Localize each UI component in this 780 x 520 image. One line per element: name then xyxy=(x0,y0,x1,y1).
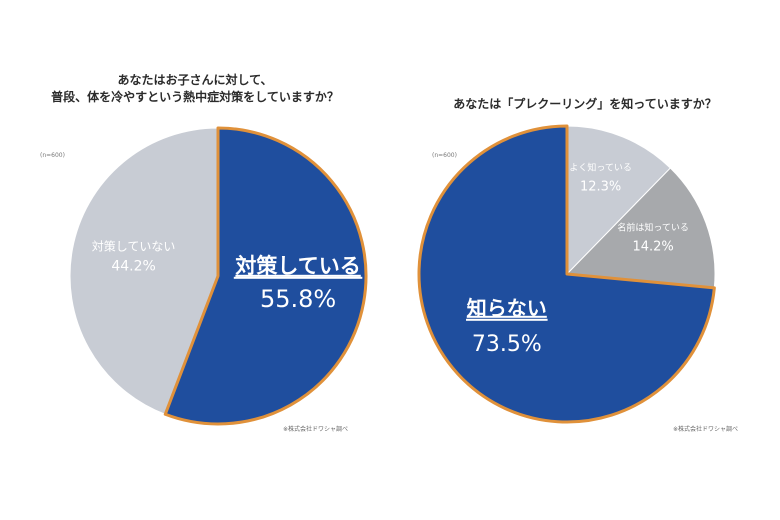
slice-label-1: 名前は知っている xyxy=(617,221,689,233)
slice-label-underline-0 xyxy=(233,276,363,279)
chart-title: あなたは「プレクーリング」を知っていますか？ xyxy=(390,96,780,113)
chart-title: あなたはお子さんに対して、 普段、体を冷やすという熱中症対策をしていますか？ xyxy=(0,72,390,106)
pie-slice-2 xyxy=(417,124,716,424)
sample-size-note: (n=600) xyxy=(40,152,65,159)
slice-value-2: 73.5% xyxy=(472,332,542,357)
slice-value-1: 44.2% xyxy=(111,258,155,274)
chart-title-line-1: あなたは「プレクーリング」を知っていますか？ xyxy=(453,97,717,111)
slice-label-2: 知らない xyxy=(467,296,547,320)
pie-slice-0 xyxy=(163,126,368,426)
slice-value-0: 12.3% xyxy=(580,179,621,194)
source-note: ※株式会社ドワシャ調べ xyxy=(673,426,739,433)
source-note: ※株式会社ドワシャ調べ xyxy=(283,426,349,433)
slice-value-1: 14.2% xyxy=(632,239,673,254)
slice-label-0: 対策している xyxy=(235,254,360,278)
pie-chart-panel-left: あなたはお子さんに対して、 普段、体を冷やすという熱中症対策をしていますか？ (… xyxy=(0,72,390,433)
slice-label-1: 対策していない xyxy=(92,239,176,253)
pie-chart-panel-right: あなたは「プレクーリング」を知っていますか？ (n=600) よく知っている 12… xyxy=(390,0,780,520)
slice-value-0: 55.8% xyxy=(260,285,336,313)
pie-slice-0 xyxy=(566,125,672,276)
pie-chart-left: 対策している 55.8% 対策していない 44.2% xyxy=(69,126,368,426)
slice-label-underline-2 xyxy=(466,318,548,321)
pie-slice-1 xyxy=(69,127,219,415)
pie-chart-right: よく知っている 12.3% 名前は知っている 14.2% 知らない 73.5% xyxy=(417,124,716,424)
slice-label-0: よく知っている xyxy=(569,161,632,173)
pie-slice-1 xyxy=(565,167,716,289)
chart-title-line-1: あなたはお子さんに対して、 xyxy=(117,73,273,87)
sample-size-note: (n=600) xyxy=(432,152,457,159)
chart-title-line-2: 普段、体を冷やすという熱中症対策をしていますか？ xyxy=(51,90,339,104)
